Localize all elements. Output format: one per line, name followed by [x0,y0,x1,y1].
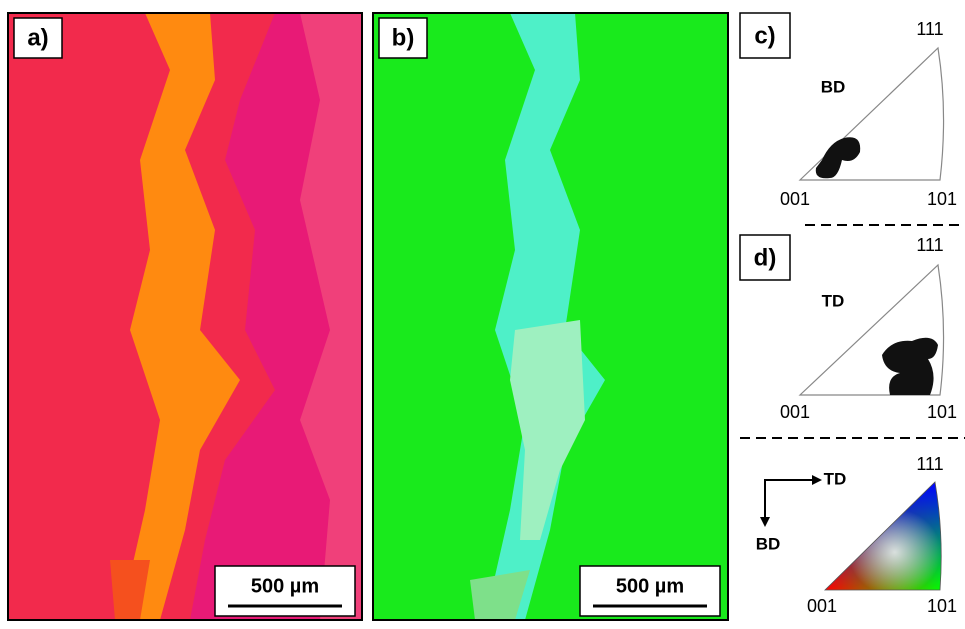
grain-region [470,570,530,620]
corner-label: 111 [916,19,943,39]
corner-label: 001 [780,189,810,209]
panel-label: c) [754,22,775,49]
panel-label: b) [392,24,415,51]
label-box [739,234,791,281]
direction-label: BD [821,77,846,96]
corner-label: 111 [916,235,943,255]
axis-label: TD [824,469,847,488]
arrow-heads [760,475,822,527]
color-key: 001 101 111 TD BD [756,454,957,616]
corner-label: 001 [807,596,837,616]
stereo-triangle [798,46,945,181]
stereo-triangle [798,263,945,396]
map-frame [372,12,729,621]
pole-figure-d: d) TD 001 101 111 [739,234,957,422]
axis-label: BD [756,534,781,553]
scale-bar-label: 500 µm [251,575,319,597]
corner-label: 111 [916,454,943,474]
scale-bar-label: 500 µm [616,575,684,597]
pole-density [815,137,861,179]
direction-label: TD [822,291,845,310]
grain-region [110,560,150,620]
key-triangle [824,481,942,591]
label-box [13,17,63,59]
pole-density [882,337,938,395]
panel-label: a) [27,24,48,51]
panel-label: d) [754,244,777,271]
corner-label: 101 [927,402,957,422]
grain-region [300,13,362,620]
scale-box [214,565,356,617]
label-box [378,17,428,59]
map-b: b) 500 µm [372,12,729,621]
grain-region [510,320,585,540]
scale-box [579,565,721,617]
map-frame [7,12,363,621]
corner-label: 101 [927,189,957,209]
label-box [739,12,791,59]
pole-figure-c: c) BD 001 101 111 [739,12,957,209]
corner-label: 001 [780,402,810,422]
axis-arrows [764,479,812,520]
map-a: a) 500 µm [7,12,363,621]
corner-label: 101 [927,596,957,616]
